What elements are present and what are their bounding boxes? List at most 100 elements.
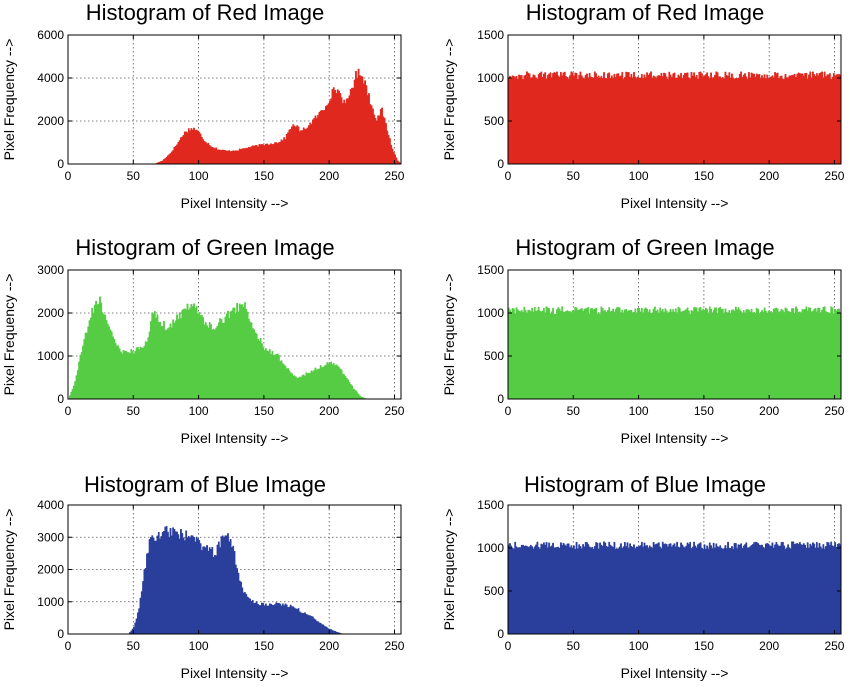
- x-tick-label: 150: [254, 404, 274, 418]
- x-tick-label: 150: [694, 639, 714, 653]
- axes-frame: [67, 269, 402, 400]
- x-axis-label: Pixel Intensity -->: [621, 195, 729, 211]
- chart-title: Histogram of Red Image: [85, 0, 325, 25]
- y-tick-label: 1000: [477, 541, 504, 555]
- y-tick-label: 2000: [37, 114, 64, 128]
- y-tick-label: 1000: [37, 349, 64, 363]
- x-tick-label: 50: [127, 639, 141, 653]
- histogram-blue-original: 0 50 100 150 200 250 0 1000 2000 3000 4000 Pixel In…: [1, 498, 405, 681]
- histogram-area: [507, 541, 842, 635]
- x-tick-label: 100: [629, 639, 649, 653]
- x-tick-label: 200: [759, 169, 779, 183]
- axes-frame: [67, 34, 402, 165]
- y-tick-label: 0: [497, 392, 504, 406]
- y-axis-label: Pixel Frequency -->: [1, 39, 17, 161]
- chart-title: Histogram of Green Image: [515, 235, 775, 260]
- histogram-blue-equalized: 0 50 100 150 200 250 0 500 1000 1500 Pixel Intensi…: [441, 498, 845, 681]
- histogram-green-equalized: 0 50 100 150 200 250 0 500 1000 1500 Pixel Intensi…: [441, 263, 845, 446]
- x-tick-label: 50: [567, 404, 581, 418]
- histogram-red-equalized: 0 50 100 150 200 250 0 500 1000 1500 Pixel Intensi…: [441, 28, 845, 211]
- x-tick-label: 0: [505, 169, 512, 183]
- chart-panel-red-equalized: Histogram of Red Image 0 50 100 150 200 250 0 5…: [440, 0, 850, 230]
- x-tick-label: 150: [694, 404, 714, 418]
- x-tick-label: 200: [319, 169, 339, 183]
- y-tick-label: 1000: [37, 595, 64, 609]
- x-axis-label: Pixel Intensity -->: [621, 430, 729, 446]
- y-tick-label: 1500: [477, 498, 504, 512]
- x-axis-label: Pixel Intensity -->: [181, 430, 289, 446]
- x-tick-label: 250: [824, 404, 844, 418]
- x-axis-label: Pixel Intensity -->: [181, 665, 289, 681]
- chart-panel-green-original: Histogram of Green Image 0 50 100 150 200 250…: [0, 235, 410, 465]
- x-tick-label: 200: [319, 639, 339, 653]
- chart-title: Histogram of Red Image: [525, 0, 765, 25]
- y-axis-label: Pixel Frequency -->: [1, 509, 17, 631]
- chart-title: Histogram of Green Image: [75, 235, 335, 260]
- x-tick-label: 0: [65, 404, 72, 418]
- x-tick-label: 100: [629, 404, 649, 418]
- y-tick-label: 0: [57, 627, 64, 641]
- y-tick-label: 1000: [477, 306, 504, 320]
- y-tick-label: 6000: [37, 28, 64, 42]
- x-tick-label: 200: [759, 639, 779, 653]
- x-tick-label: 100: [189, 639, 209, 653]
- histogram-area: [507, 306, 842, 400]
- x-tick-label: 200: [759, 404, 779, 418]
- chart-panel-red-original: Histogram of Red Image 0 50 100 150 200 250 0 2…: [0, 0, 410, 230]
- x-tick-label: 250: [384, 639, 404, 653]
- y-axis-label: Pixel Frequency -->: [441, 39, 457, 161]
- y-axis-label: Pixel Frequency -->: [441, 509, 457, 631]
- y-tick-label: 4000: [37, 498, 64, 512]
- x-tick-label: 50: [127, 169, 141, 183]
- x-tick-label: 100: [189, 169, 209, 183]
- y-tick-label: 1500: [477, 28, 504, 42]
- x-tick-label: 250: [384, 404, 404, 418]
- x-tick-label: 0: [65, 169, 72, 183]
- chart-title: Histogram of Blue Image: [83, 472, 327, 497]
- histogram-area: [68, 68, 402, 165]
- y-tick-label: 500: [484, 114, 504, 128]
- y-tick-label: 2000: [37, 563, 64, 577]
- chart-panel-green-equalized: Histogram of Green Image 0 50 100 150 200 250…: [440, 235, 850, 465]
- y-axis-label: Pixel Frequency -->: [441, 274, 457, 396]
- x-tick-label: 50: [567, 639, 581, 653]
- x-axis-label: Pixel Intensity -->: [181, 195, 289, 211]
- histogram-area: [507, 71, 842, 165]
- x-tick-label: 50: [567, 169, 581, 183]
- chart-title: Histogram of Blue Image: [523, 472, 767, 497]
- x-tick-label: 0: [505, 404, 512, 418]
- y-tick-label: 4000: [37, 71, 64, 85]
- x-tick-label: 150: [694, 169, 714, 183]
- x-tick-label: 100: [629, 169, 649, 183]
- x-tick-label: 250: [824, 169, 844, 183]
- x-tick-label: 150: [254, 169, 274, 183]
- y-tick-label: 2000: [37, 306, 64, 320]
- y-tick-label: 500: [484, 349, 504, 363]
- histogram-area: [68, 296, 401, 400]
- y-tick-label: 500: [484, 584, 504, 598]
- histogram-area: [68, 526, 401, 635]
- y-tick-label: 0: [497, 157, 504, 171]
- chart-panel-blue-equalized: Histogram of Blue Image 0 50 100 150 200 250 0…: [440, 470, 850, 693]
- histogram-green-original: 0 50 100 150 200 250 0 1000 2000 3000 Pixel Intens…: [1, 263, 405, 446]
- y-tick-label: 3000: [37, 263, 64, 277]
- x-tick-label: 250: [824, 639, 844, 653]
- x-tick-label: 150: [254, 639, 274, 653]
- y-tick-label: 1500: [477, 263, 504, 277]
- x-axis-label: Pixel Intensity -->: [621, 665, 729, 681]
- y-tick-label: 1000: [477, 71, 504, 85]
- x-tick-label: 200: [319, 404, 339, 418]
- axes-frame: [507, 269, 842, 400]
- axes-frame: [507, 504, 842, 635]
- histogram-red-original: 0 50 100 150 200 250 0 2000 4000 6000 Pixel Intens…: [1, 28, 405, 211]
- x-tick-label: 250: [384, 169, 404, 183]
- y-axis-label: Pixel Frequency -->: [1, 274, 17, 396]
- axes-frame: [507, 34, 842, 165]
- chart-panel-blue-original: Histogram of Blue Image 0 50 100 150 200 250 0…: [0, 470, 410, 693]
- y-tick-label: 0: [57, 157, 64, 171]
- x-tick-label: 50: [127, 404, 141, 418]
- y-tick-label: 3000: [37, 530, 64, 544]
- x-tick-label: 100: [189, 404, 209, 418]
- x-tick-label: 0: [65, 639, 72, 653]
- y-tick-label: 0: [497, 627, 504, 641]
